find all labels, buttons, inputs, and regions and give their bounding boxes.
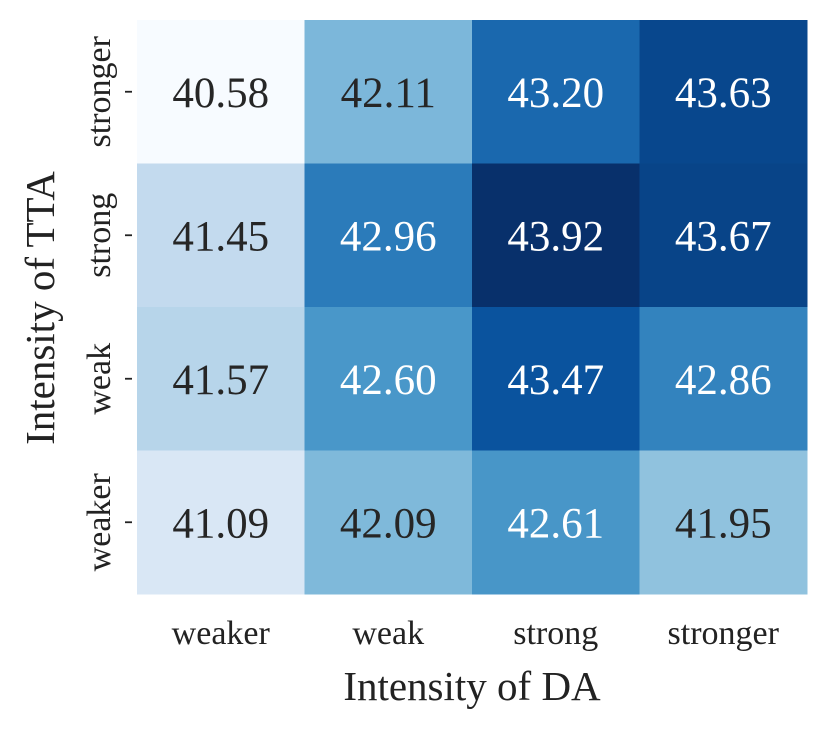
y-axis-title: Intensity of TTA xyxy=(17,171,63,445)
cell-value-label: 42.09 xyxy=(340,500,437,547)
cell-value-label: 42.96 xyxy=(340,213,437,260)
cell-value-label: 43.92 xyxy=(507,213,604,260)
cell-value-label: 41.45 xyxy=(172,213,269,260)
y-tick-label: stronger xyxy=(81,35,118,147)
heatmap-cell xyxy=(304,307,473,451)
cell-value-label: 41.95 xyxy=(675,500,772,547)
heatmap-cell-labels: 40.58 42.11 43.20 43.63 41.45 42.96 43.92 43.67… xyxy=(172,70,771,548)
cell-value-label: 43.47 xyxy=(507,357,604,404)
y-tick-label: strong xyxy=(81,193,118,278)
heatmap-cell xyxy=(639,163,808,308)
heatmap-cell xyxy=(137,307,305,451)
x-tick-label: strong xyxy=(513,615,598,652)
cell-value-label: 42.86 xyxy=(675,357,772,404)
cell-value-label: 43.67 xyxy=(675,213,772,260)
cell-value-label: 42.61 xyxy=(507,500,604,547)
x-tick-label: weaker xyxy=(172,615,271,652)
heatmap-cell xyxy=(137,163,305,308)
cell-value-label: 43.63 xyxy=(675,70,772,117)
heatmap-cell xyxy=(472,307,640,451)
y-axis-ticks: stronger strong weak weaker xyxy=(81,35,132,571)
cell-value-label: 43.20 xyxy=(507,70,604,117)
cell-value-label: 40.58 xyxy=(172,70,269,117)
cell-value-label: 42.60 xyxy=(340,357,437,404)
cell-value-label: 42.11 xyxy=(341,70,436,117)
heatmap-cell xyxy=(304,20,473,164)
heatmap-cell xyxy=(639,20,808,164)
x-axis-ticks: weaker weak strong stronger xyxy=(172,615,780,652)
heatmap-cell xyxy=(137,450,305,595)
x-axis-title: Intensity of DA xyxy=(343,663,601,709)
x-tick-label: stronger xyxy=(668,615,780,652)
cell-value-label: 41.57 xyxy=(172,357,269,404)
heatmap-cell xyxy=(639,450,808,595)
heatmap-cell xyxy=(304,450,473,595)
heatmap-cell xyxy=(472,163,640,308)
cell-value-label: 41.09 xyxy=(172,500,269,547)
heatmap-cell xyxy=(472,450,640,595)
heatmap-cells xyxy=(137,20,808,595)
y-tick-label: weak xyxy=(81,343,118,415)
heatmap-cell xyxy=(639,307,808,451)
heatmap-cell xyxy=(304,163,473,308)
x-tick-label: weak xyxy=(352,615,424,652)
heatmap-cell xyxy=(472,20,640,164)
y-tick-label: weaker xyxy=(81,473,118,572)
heatmap-cell xyxy=(137,20,305,164)
